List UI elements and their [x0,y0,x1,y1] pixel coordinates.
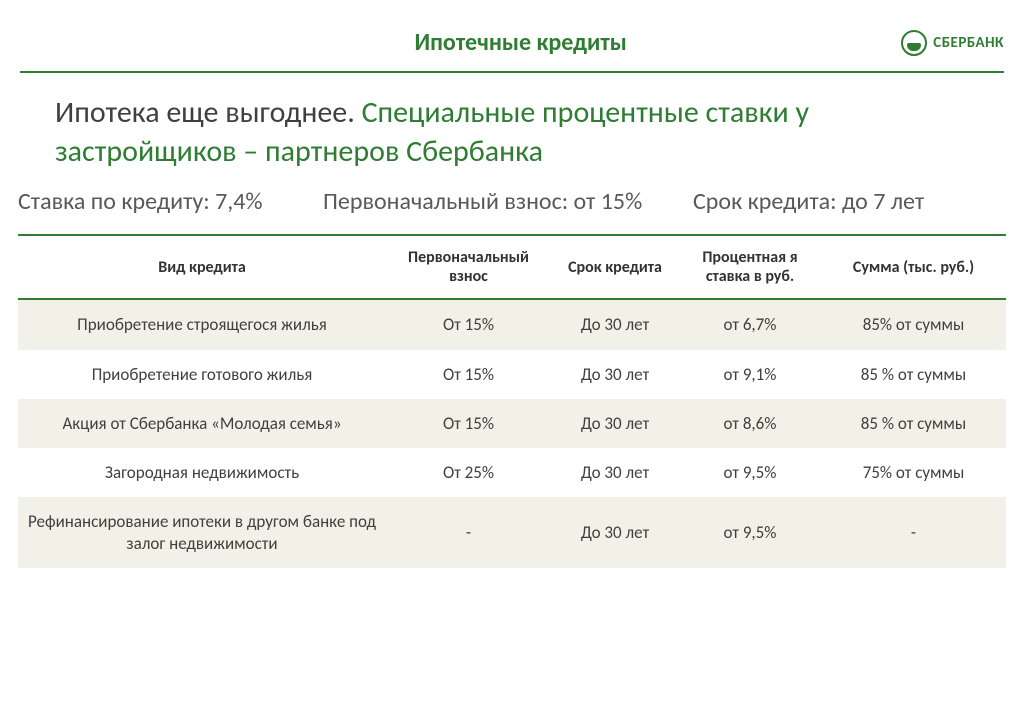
table-cell: До 30 лет [551,448,679,497]
stat-term: Срок кредита: до 7 лет [693,187,1003,216]
table-row: Загородная недвижимостьОт 25%До 30 летот… [18,448,1006,497]
table-cell: 75% от суммы [821,448,1006,497]
table-cell: - [821,497,1006,568]
table-header: Процентная я ставка в руб. [679,235,821,299]
table-cell: от 9,5% [679,448,821,497]
table-cell: от 9,5% [679,497,821,568]
stat-rate: Ставка по кредиту: 7,4% [18,187,323,216]
table-cell: от 6,7% [679,299,821,349]
subtitle-part1: Ипотека еще выгоднее. [55,94,362,131]
table-row: Приобретение готового жильяОт 15%До 30 л… [18,350,1006,399]
table-cell: От 25% [386,448,551,497]
stat-down-payment: Первоначальный взнос: от 15% [323,187,693,216]
table-row: Акция от Сбербанка «Молодая семья»От 15%… [18,399,1006,448]
table-cell: До 30 лет [551,299,679,349]
stats-row: Ставка по кредиту: 7,4% Первоначальный в… [0,187,1024,216]
table-body: Приобретение строящегося жильяОт 15%До 3… [18,299,1006,568]
table-cell: Рефинансирование ипотеки в другом банке … [18,497,386,568]
subtitle: Ипотека еще выгоднее. Специальные процен… [0,93,1024,171]
table-cell: от 8,6% [679,399,821,448]
table-cell: До 30 лет [551,399,679,448]
sberbank-logo-icon [901,30,927,56]
table-cell: До 30 лет [551,497,679,568]
logo-text: СБЕРБАНК [933,34,1004,52]
table-cell: От 15% [386,399,551,448]
header: Ипотечные кредиты СБЕРБАНК [0,0,1024,67]
logo: СБЕРБАНК [901,30,1004,56]
table-cell: 85% от суммы [821,299,1006,349]
table-cell: От 15% [386,299,551,349]
table-cell: От 15% [386,350,551,399]
table-cell: - [386,497,551,568]
table-row: Рефинансирование ипотеки в другом банке … [18,497,1006,568]
table-cell: 85 % от суммы [821,350,1006,399]
table-header: Сумма (тыс. руб.) [821,235,1006,299]
table-cell: Акция от Сбербанка «Молодая семья» [18,399,386,448]
table-cell: от 9,1% [679,350,821,399]
table-header: Первоначальный взнос [386,235,551,299]
loans-table: Вид кредита Первоначальный взнос Срок кр… [18,234,1006,568]
table-row: Приобретение строящегося жильяОт 15%До 3… [18,299,1006,349]
title-divider [20,71,1004,73]
table-header: Вид кредита [18,235,386,299]
page-title: Ипотечные кредиты [140,28,901,57]
table-cell: Приобретение готового жилья [18,350,386,399]
table-cell: 85 % от суммы [821,399,1006,448]
table-head-row: Вид кредита Первоначальный взнос Срок кр… [18,235,1006,299]
table-header: Срок кредита [551,235,679,299]
table-cell: Приобретение строящегося жилья [18,299,386,349]
table-cell: Загородная недвижимость [18,448,386,497]
table-cell: До 30 лет [551,350,679,399]
